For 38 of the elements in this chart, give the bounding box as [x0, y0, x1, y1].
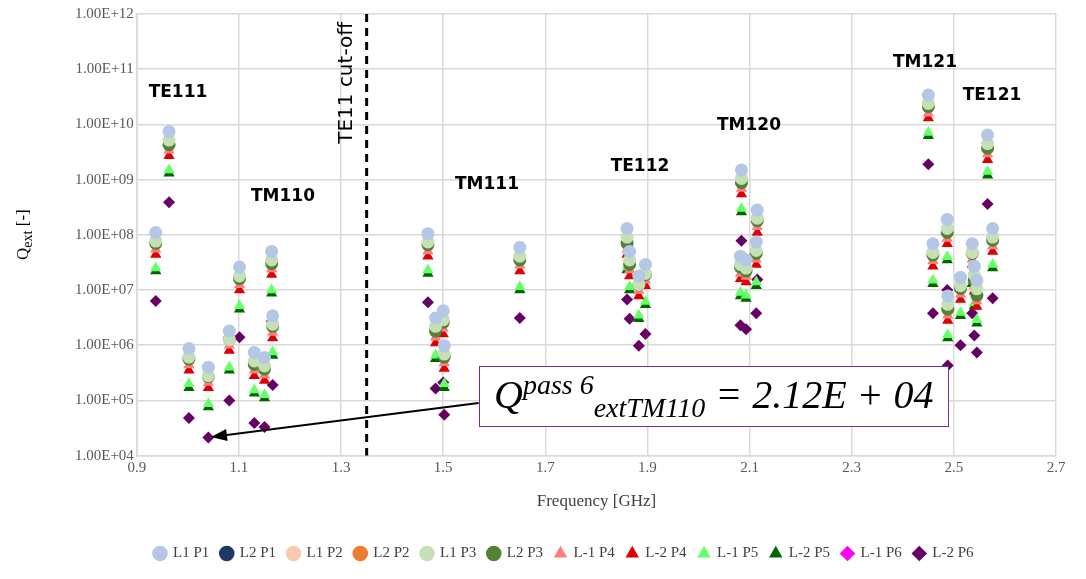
x-tick-label: 1.1 — [229, 458, 249, 475]
x-tick-label: 2.5 — [944, 458, 964, 475]
annotation: TE121 — [962, 84, 1022, 105]
annotation: TM111 — [455, 173, 519, 194]
x-tick-label: 1.3 — [331, 458, 351, 475]
annotation: TM110 — [251, 185, 316, 206]
legend-label: L1 P3 — [440, 544, 477, 561]
legend-label: L-2 P5 — [788, 544, 831, 561]
x-tick-label: 2.7 — [1046, 458, 1066, 475]
x-tick-label: 1.5 — [433, 458, 453, 475]
y-tick-label: 1.00E+05 — [75, 391, 134, 408]
y-tick-label: 1.00E+06 — [75, 336, 135, 353]
x-tick-label: 1.9 — [638, 458, 657, 475]
ref-line-label: TE11 cut-off — [332, 20, 357, 145]
y-tick-label: 1.00E+09 — [75, 170, 134, 187]
legend-label: L2 P2 — [373, 544, 410, 561]
x-axis-title: Frequency [GHz] — [536, 491, 657, 511]
annotation: TM121 — [893, 51, 957, 72]
legend-label: L-1 P6 — [860, 544, 903, 561]
annotation: TE111 — [148, 81, 208, 102]
annotation: TE112 — [610, 155, 670, 176]
legend-label: L2 P1 — [239, 544, 277, 561]
y-tick-label: 1.00E+11 — [75, 60, 134, 77]
legend-label: L-1 P4 — [573, 544, 616, 561]
annotation: TM120 — [717, 114, 782, 135]
y-tick-label: 1.00E+07 — [75, 280, 135, 297]
legend-label: L2 P3 — [506, 544, 544, 561]
legend-label: L1 P1 — [172, 544, 210, 561]
legend-label: L1 P2 — [306, 544, 343, 561]
y-tick-label: 1.00E+12 — [75, 4, 134, 21]
legend-label: L-2 P4 — [645, 544, 688, 561]
x-tick-label: 2.1 — [740, 458, 759, 475]
y-tick-label: 1.00E+08 — [75, 225, 134, 242]
x-tick-label: 1.7 — [536, 458, 556, 475]
x-tick-label: 2.3 — [842, 458, 862, 475]
legend-label: L-1 P5 — [717, 544, 759, 561]
legend-label: L-2 P6 — [932, 544, 975, 561]
y-tick-label: 1.00E+10 — [75, 115, 134, 132]
